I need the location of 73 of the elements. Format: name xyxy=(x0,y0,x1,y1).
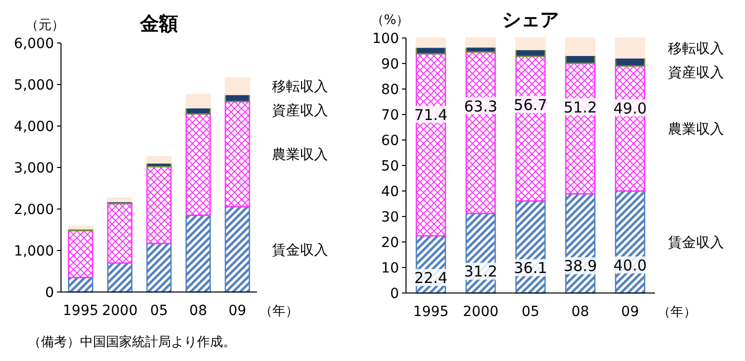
bar xyxy=(68,230,94,278)
bar xyxy=(146,242,172,293)
bar xyxy=(466,37,496,48)
y-tick-label: 70 xyxy=(381,108,399,124)
bar xyxy=(416,37,446,48)
bar xyxy=(416,53,446,237)
x-tick-label: 1995 xyxy=(413,304,449,320)
y-tick-label: 0 xyxy=(390,286,399,302)
bar xyxy=(186,94,211,108)
bar xyxy=(107,202,132,264)
series-label: 資産収入 xyxy=(272,103,328,120)
series-label: 移転収入 xyxy=(668,41,724,58)
bar xyxy=(565,37,596,56)
y-tick-label: 5,000 xyxy=(14,78,54,94)
x-tick-label: 05 xyxy=(522,304,540,320)
x-tick-label: 05 xyxy=(150,303,168,319)
x-tick-label: 1995 xyxy=(62,303,98,319)
x-tick-label: 09 xyxy=(228,303,246,319)
data-label: 71.4 xyxy=(414,106,448,124)
text: （備考）中国国家統計局より作成。 xyxy=(28,334,236,350)
data-label: 63.3 xyxy=(464,97,498,116)
y-tick-label: 80 xyxy=(381,82,399,98)
data-label: 38.9 xyxy=(564,257,598,276)
y-tick-label: 30 xyxy=(381,210,399,226)
data-label: 49.0 xyxy=(613,99,647,118)
y-axis-title: （元） xyxy=(26,18,64,33)
bar xyxy=(146,156,172,164)
bar xyxy=(186,214,211,293)
bar xyxy=(515,37,546,50)
chart-title: 金額 xyxy=(139,13,178,35)
x-tick-label: 09 xyxy=(621,304,640,320)
data-label: 36.1 xyxy=(514,259,548,278)
y-tick-label: 10 xyxy=(381,260,399,276)
series-label: 資産収入 xyxy=(668,65,724,82)
y-tick-label: 1,000 xyxy=(14,244,54,260)
y-tick-label: 60 xyxy=(381,133,399,149)
bar xyxy=(224,77,250,96)
data-label: 51.2 xyxy=(564,98,598,116)
y-tick-label: 0 xyxy=(45,285,54,301)
bar xyxy=(614,38,646,59)
data-label: 31.2 xyxy=(464,262,498,281)
x-tick-label: 2000 xyxy=(102,303,138,319)
y-tick-label: 90 xyxy=(381,56,399,72)
bar xyxy=(224,206,250,293)
x-tick-label: 08 xyxy=(571,304,590,320)
bar xyxy=(107,262,132,293)
y-axis-title: （%） xyxy=(370,13,410,28)
y-tick-label: 3,000 xyxy=(14,160,54,176)
y-tick-label: 2,000 xyxy=(14,202,54,218)
y-tick-label: 50 xyxy=(381,158,399,174)
x-tick-label: 08 xyxy=(189,303,208,319)
data-label: 56.7 xyxy=(514,96,548,114)
x-axis-title: （年） xyxy=(260,304,298,319)
y-tick-label: 40 xyxy=(381,184,399,200)
chart-title: シェア xyxy=(502,9,559,31)
series-label: 移転収入 xyxy=(272,79,328,96)
bar xyxy=(224,100,250,208)
bar xyxy=(68,226,94,230)
y-tick-label: 6,000 xyxy=(14,36,54,52)
x-tick-label: 2000 xyxy=(462,304,499,320)
y-tick-label: 20 xyxy=(381,235,399,251)
bar xyxy=(107,198,132,202)
data-label: 22.4 xyxy=(414,269,448,288)
series-label: 賃金収入 xyxy=(668,235,724,251)
y-tick-label: 100 xyxy=(372,31,399,47)
series-label: 賃金収入 xyxy=(272,242,328,258)
x-axis-title: （年） xyxy=(658,305,696,320)
bar xyxy=(186,113,211,216)
series-label: 農業収入 xyxy=(668,122,724,138)
y-tick-label: 4,000 xyxy=(14,119,54,135)
series-label: 農業収入 xyxy=(272,147,328,164)
bar xyxy=(146,166,172,244)
data-label: 40.0 xyxy=(613,256,647,274)
